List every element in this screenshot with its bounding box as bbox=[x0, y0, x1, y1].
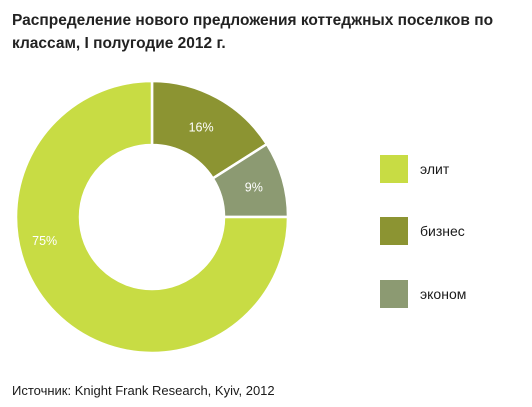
donut-slices bbox=[14, 79, 290, 355]
legend-label-business: бизнес bbox=[420, 223, 465, 239]
legend-swatch-elite bbox=[380, 155, 408, 183]
legend-label-economy: эконом bbox=[420, 286, 467, 302]
slice-label-economy: 9% bbox=[245, 180, 263, 194]
legend-item-business: бизнес bbox=[380, 217, 530, 245]
legend-item-economy: эконом bbox=[380, 280, 530, 308]
chart-title: Распределение нового предложения коттедж… bbox=[12, 12, 494, 52]
slice-elite bbox=[14, 79, 290, 355]
legend-swatch-business bbox=[380, 217, 408, 245]
legend-swatch-economy bbox=[380, 280, 408, 308]
slice-label-elite: 75% bbox=[32, 234, 57, 248]
donut-labels: 16% 9% 75% bbox=[32, 121, 263, 248]
donut-chart: 16% 9% 75% bbox=[14, 79, 290, 355]
slice-label-business: 16% bbox=[189, 121, 214, 135]
source-note: Источник: Knight Frank Research, Kyiv, 2… bbox=[12, 383, 275, 398]
legend-label-elite: элит bbox=[420, 161, 450, 177]
legend-item-elite: элит bbox=[380, 155, 530, 183]
